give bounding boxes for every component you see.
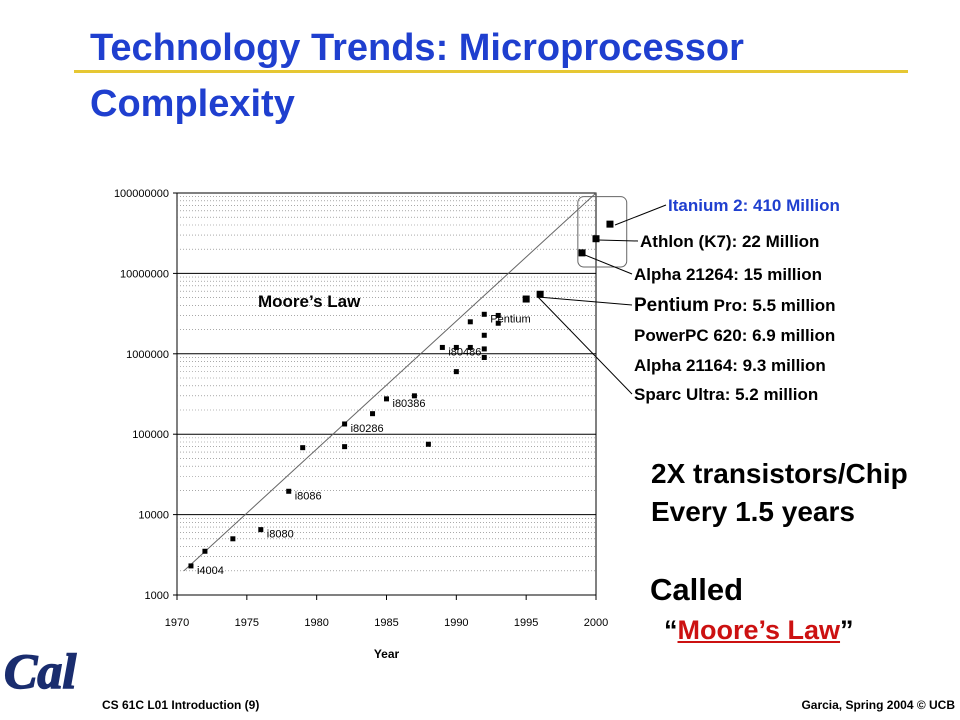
data-point xyxy=(536,290,544,298)
data-point xyxy=(411,393,417,399)
moores-law-link-text: Moore’s Law xyxy=(677,615,841,645)
data-point xyxy=(481,332,487,338)
quote-close: ” xyxy=(840,615,854,645)
y-tick-label: 1000 xyxy=(145,590,169,602)
data-point-label: i80486 xyxy=(448,346,481,358)
data-point xyxy=(578,249,586,257)
data-point xyxy=(606,220,614,228)
cal-logo: Cal xyxy=(4,646,77,696)
trend-line: Moore’s Law xyxy=(183,192,597,572)
x-tick-label: 1985 xyxy=(374,617,398,629)
x-tick-label: 1975 xyxy=(235,617,259,629)
slide-title: Technology Trends: Microprocessor Comple… xyxy=(90,27,744,125)
annotations: Itanium 2: 410 Million Athlon (K7): 22 Mi… xyxy=(537,196,840,404)
transistor-count-chart: 1000 10000 100000 1000000 10000000 100000000 1… xyxy=(114,188,840,661)
y-tick-label: 1000000 xyxy=(126,349,169,361)
data-point xyxy=(342,421,348,427)
x-tick-label: 2000 xyxy=(584,617,608,629)
data-point xyxy=(230,536,236,542)
data-point xyxy=(342,444,348,450)
data-point xyxy=(425,441,431,447)
callout-leader-line xyxy=(614,204,667,226)
data-point xyxy=(592,235,600,243)
gridlines xyxy=(177,192,596,596)
callout-leader-line xyxy=(537,296,633,306)
axes: 1000 10000 100000 1000000 10000000 100000000 1… xyxy=(114,188,608,661)
callout-label: Pentium Pro: 5.5 million xyxy=(634,295,836,316)
x-axis-label: Year xyxy=(374,647,400,661)
callout-label: Alpha 21164: 9.3 million xyxy=(634,356,826,375)
plot-frame xyxy=(176,192,597,596)
moores-law-line xyxy=(183,192,597,572)
data-point xyxy=(300,445,306,451)
data-point xyxy=(467,344,473,350)
data-point-label: i80286 xyxy=(351,423,384,435)
data-point xyxy=(481,346,487,352)
data-point xyxy=(495,320,501,326)
footer-credit: Garcia, Spring 2004 © UCB xyxy=(801,698,955,712)
data-point xyxy=(522,295,530,303)
quote-open: “ xyxy=(664,615,678,645)
data-point xyxy=(258,527,264,533)
callout-label: Alpha 21264: 15 million xyxy=(634,265,822,284)
callout-label: Athlon (K7): 22 Million xyxy=(640,232,819,251)
plot-area xyxy=(176,192,597,596)
callout-leader-line xyxy=(579,252,633,275)
data-point xyxy=(188,563,194,569)
data-point-label: i80386 xyxy=(393,398,426,410)
data-point-label: i8080 xyxy=(267,529,294,541)
title-rule xyxy=(74,70,908,73)
data-point xyxy=(286,488,292,494)
callout-label-part: Pro: 5.5 million xyxy=(709,296,836,315)
callout-leader-line xyxy=(597,239,639,242)
callout-label: PowerPC 620: 6.9 million xyxy=(634,326,835,345)
data-point-label: i4004 xyxy=(197,565,224,577)
data-point xyxy=(481,311,487,317)
y-tick-label: 100000 xyxy=(132,429,169,441)
footer-course: CS 61C L01 Introduction (9) xyxy=(102,698,260,712)
data-point xyxy=(439,344,445,350)
y-tick-label: 10000000 xyxy=(120,268,169,280)
doubling-note-line2: Every 1.5 years xyxy=(651,496,855,527)
data-point xyxy=(384,396,389,402)
data-point xyxy=(453,344,459,350)
callout-label-part: Pentium xyxy=(634,295,709,316)
svg-text:Cal: Cal xyxy=(4,646,76,696)
x-tick-label: 1980 xyxy=(304,617,328,629)
moores-law-label: Moore’s Law xyxy=(258,292,361,311)
data-point xyxy=(202,548,208,554)
data-point xyxy=(481,354,487,360)
data-point xyxy=(370,411,376,417)
moores-law-quote: “Moore’s Law” xyxy=(664,612,854,648)
x-tick-label: 1990 xyxy=(444,617,468,629)
x-tick-label: 1995 xyxy=(514,617,538,629)
data-point xyxy=(467,319,473,325)
called-label: Called xyxy=(650,572,744,607)
doubling-note: 2X transistors/Chip Every 1.5 years xyxy=(651,455,908,531)
doubling-note-line1: 2X transistors/Chip xyxy=(651,458,908,489)
callout-label: Sparc Ultra: 5.2 million xyxy=(634,385,818,404)
recent-chips-highlight-box xyxy=(577,196,628,268)
y-tick-label: 100000000 xyxy=(114,188,169,200)
x-tick-label: 1970 xyxy=(165,617,189,629)
y-tick-label: 10000 xyxy=(138,510,169,522)
callout-label: Itanium 2: 410 Million xyxy=(668,196,840,215)
callout-leader-line xyxy=(537,296,633,395)
data-point xyxy=(453,369,459,375)
data-point-label: i8086 xyxy=(295,490,322,502)
data-point xyxy=(495,312,501,318)
